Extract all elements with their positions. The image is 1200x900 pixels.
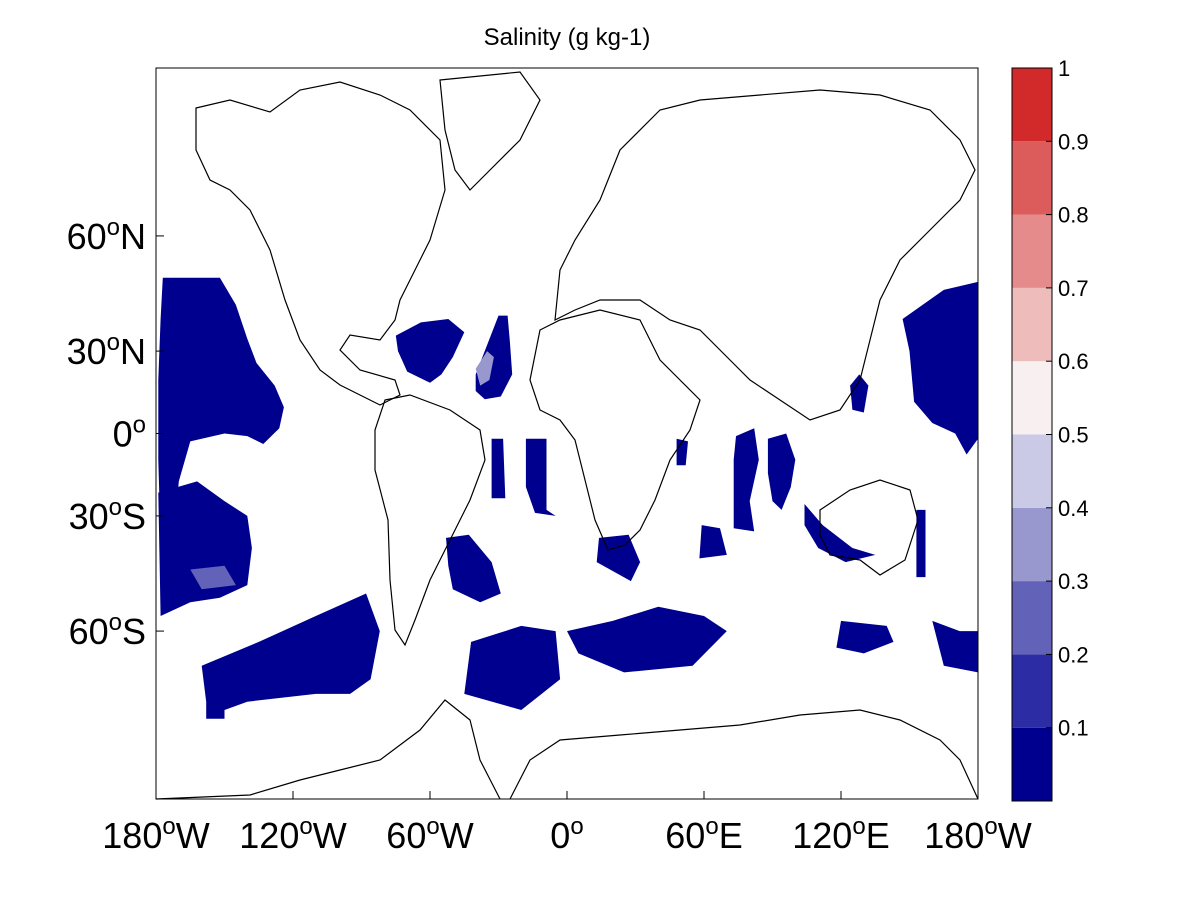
- coastline-north-america: [195, 81, 446, 406]
- salinity-region-22: [850, 374, 869, 413]
- colorbar-bin-4: [1012, 434, 1052, 508]
- chart-title: Salinity (g kg-1): [484, 24, 651, 51]
- y-tick-label-1: 30oN: [67, 329, 146, 372]
- x-tick-label-4: 60oE: [665, 813, 742, 856]
- x-tick-label-5: 120oE: [792, 813, 889, 856]
- salinity-region-18: [916, 509, 926, 578]
- salinity-region-20: [932, 620, 978, 673]
- salinity-region-9: [446, 534, 501, 603]
- salinity-region-23: [475, 351, 494, 386]
- x-tick-label-6: 180oW: [924, 813, 1031, 856]
- x-tick-label-0: 180oW: [102, 813, 209, 856]
- salinity-region-24: [190, 565, 236, 590]
- colorbar-bin-1: [1012, 654, 1052, 728]
- colorbar-bin-2: [1012, 581, 1052, 655]
- colorbar-tick-label-6: 0.7: [1058, 276, 1089, 301]
- y-tick-label-4: 60oS: [69, 609, 146, 652]
- salinity-region-17: [804, 504, 876, 563]
- salinity-region-1: [158, 277, 284, 542]
- coastline-australia: [819, 479, 919, 576]
- colorbar-tick-label-0: 0.1: [1058, 716, 1089, 741]
- colorbar-bin-3: [1012, 507, 1052, 582]
- y-tick-label-0: 60oN: [67, 214, 146, 257]
- colorbar-bin-9: [1012, 68, 1052, 142]
- salinity-region-19: [836, 620, 894, 654]
- colorbar-tick-label-1: 0.2: [1058, 642, 1089, 667]
- coastline-africa: [529, 309, 701, 551]
- colorbar-tick-label-3: 0.4: [1058, 496, 1089, 521]
- salinity-region-12: [596, 534, 641, 582]
- y-tick-label-3: 30oS: [69, 494, 146, 537]
- salinity-region-10: [464, 625, 561, 710]
- salinity-region-3: [201, 593, 380, 710]
- salinity-region-15: [733, 428, 759, 532]
- coastline-layer: [155, 71, 979, 800]
- coastline-greenland: [439, 71, 541, 191]
- colorbar-bin-5: [1012, 361, 1052, 435]
- colorbar-bin-6: [1012, 287, 1052, 362]
- salinity-region-5: [395, 319, 465, 383]
- colorbar: 0.1 0.2 0.3 0.4 0.5 0.6 0.7 0.8 0.9 1: [1011, 56, 1089, 802]
- salinity-region-21: [902, 281, 978, 455]
- y-axis-ticks: 60oN 30oN 0o 30oS 60oS: [67, 214, 164, 652]
- colorbar-tick-label-4: 0.5: [1058, 423, 1089, 448]
- salinity-region-11: [567, 606, 727, 673]
- colorbar-bin-8: [1012, 141, 1052, 215]
- salinity-region-layer: [158, 277, 978, 719]
- coastline-south-america: [374, 394, 486, 647]
- salinity-region-16: [767, 433, 796, 510]
- salinity-region-4: [206, 701, 225, 719]
- coastline-eurasia: [554, 89, 976, 421]
- colorbar-tick-label-7: 0.8: [1058, 203, 1089, 228]
- salinity-region-8: [525, 438, 556, 516]
- colorbar-tick-label-8: 0.9: [1058, 129, 1089, 154]
- x-axis-ticks: 180oW 120oW 60oW 0o 60oE 120oE 180oW: [102, 791, 1032, 856]
- x-tick-label-3: 0o: [550, 813, 583, 856]
- colorbar-tick-label-5: 0.6: [1058, 349, 1089, 374]
- colorbar-tick-label-2: 0.3: [1058, 569, 1089, 594]
- x-tick-label-1: 120oW: [239, 813, 346, 856]
- salinity-region-13: [699, 525, 727, 559]
- x-tick-label-2: 60oW: [386, 813, 473, 856]
- salinity-region-7: [491, 438, 506, 499]
- coastline-antarctica: [155, 699, 979, 800]
- colorbar-tick-label-9: 1: [1058, 56, 1070, 81]
- y-tick-label-2: 0o: [113, 412, 146, 455]
- colorbar-bin-7: [1012, 214, 1052, 288]
- colorbar-bin-0: [1012, 727, 1052, 801]
